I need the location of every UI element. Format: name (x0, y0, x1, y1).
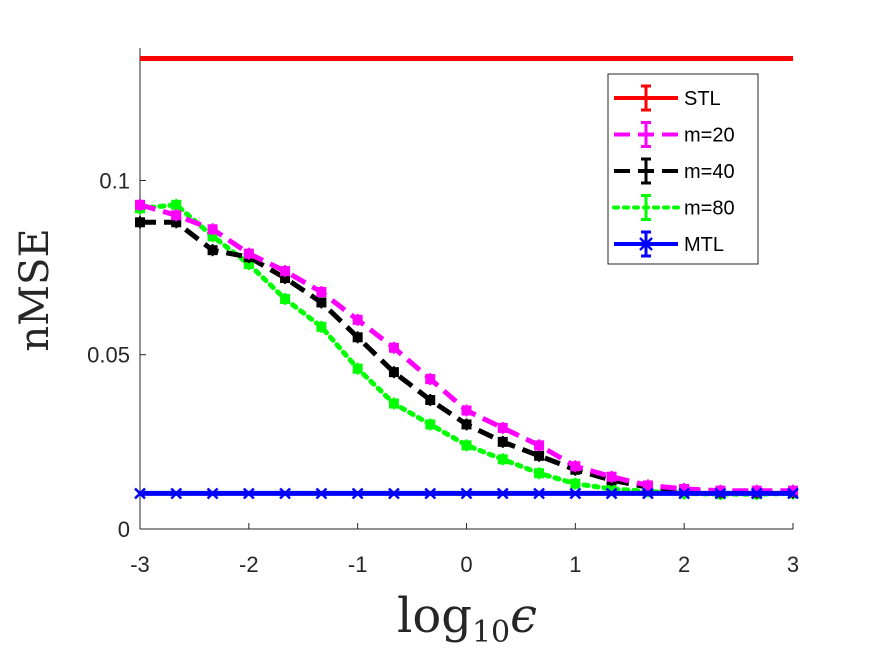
legend-entry: m=20 (614, 121, 735, 148)
y-tick-label: 0.1 (99, 168, 130, 193)
x-axis-label-log: log (397, 588, 472, 644)
series-marker (424, 487, 437, 500)
series-marker (207, 224, 218, 235)
series-m-20 (135, 198, 798, 497)
series-marker (606, 471, 617, 482)
legend-label: MTL (684, 234, 724, 256)
legend-box (607, 73, 759, 265)
series-marker (642, 480, 653, 491)
x-axis-label: log10ϵ (397, 588, 537, 650)
series-marker (678, 487, 691, 500)
series-marker (280, 273, 291, 284)
series-marker (425, 419, 436, 430)
y-axis-label: nMSE (12, 228, 58, 351)
x-tick-label: -2 (239, 552, 259, 577)
series-marker (534, 468, 545, 479)
series-marker (388, 398, 399, 409)
legend-label: m=80 (684, 198, 735, 220)
series-marker (497, 422, 508, 433)
legend-label: m=20 (684, 125, 735, 147)
legend-entry: m=40 (614, 157, 735, 185)
series-marker (534, 440, 545, 451)
legend-entry: MTL (614, 230, 724, 258)
series-marker (461, 405, 472, 416)
y-tick-label: 0 (118, 517, 130, 542)
series-marker (496, 487, 509, 500)
series-mtl (134, 487, 799, 500)
series-marker (135, 199, 145, 210)
series-marker (316, 297, 327, 308)
series-marker (242, 487, 255, 500)
series-marker (280, 266, 291, 277)
series-marker (280, 293, 291, 304)
series-marker (171, 217, 182, 228)
x-tick-label: 2 (678, 552, 690, 577)
x-tick-label: 0 (460, 552, 472, 577)
x-axis-label-subscript: 10 (472, 615, 510, 650)
legend-entry: m=80 (612, 194, 735, 221)
series-marker (352, 363, 363, 374)
x-tick-label: 3 (787, 552, 799, 577)
x-axis-label-symbol: ϵ (510, 588, 537, 644)
series-marker (316, 286, 327, 297)
series-marker (639, 237, 653, 251)
series-marker (788, 485, 798, 496)
series-marker (570, 478, 581, 489)
series-marker (425, 374, 436, 385)
series-marker (679, 483, 690, 494)
series-marker (497, 436, 508, 447)
series-marker (388, 487, 400, 500)
series-marker (461, 440, 472, 451)
series-marker (135, 217, 145, 228)
series-marker (170, 487, 183, 500)
series-marker (243, 259, 254, 270)
legend: STL m=20 m=40 m=80 MTL (607, 73, 759, 265)
legend-entry: STL (614, 84, 721, 112)
x-tick-label: -1 (348, 552, 368, 577)
legend-label: m=40 (684, 161, 735, 183)
series-marker (351, 487, 364, 500)
series-marker (533, 487, 545, 500)
series-marker (606, 483, 617, 494)
series-marker (642, 487, 654, 500)
series-marker (787, 487, 799, 500)
series-marker (388, 367, 399, 378)
y-tick-label: 0.05 (87, 343, 130, 368)
series-marker (206, 487, 219, 500)
series-marker (243, 248, 254, 259)
axes: -3 -2 -1 0 1 2 3 0 0.05 0.1 (87, 48, 799, 577)
series-marker (425, 395, 436, 406)
series-marker (134, 487, 146, 500)
series-marker (714, 487, 727, 500)
x-tick-label: -3 (130, 552, 150, 577)
series-marker (750, 487, 763, 500)
series-marker (460, 487, 473, 500)
series-marker (569, 487, 582, 500)
series-marker (534, 450, 545, 461)
series-marker (497, 454, 508, 465)
x-tick-label: 1 (569, 552, 581, 577)
series-marker (605, 487, 618, 500)
series-marker (751, 485, 762, 496)
series-marker (715, 485, 726, 496)
series-layer (134, 56, 799, 501)
series-marker (279, 487, 291, 500)
series-marker (171, 210, 182, 221)
series-marker (207, 245, 218, 256)
series-marker (316, 321, 327, 332)
series-marker (352, 332, 363, 343)
series-marker (171, 199, 182, 210)
series-marker (315, 487, 328, 500)
legend-label: STL (684, 88, 721, 110)
series-marker (388, 342, 399, 353)
series-marker (352, 314, 363, 325)
series-marker (570, 461, 581, 472)
series-marker (207, 231, 218, 242)
series-marker (461, 419, 472, 430)
